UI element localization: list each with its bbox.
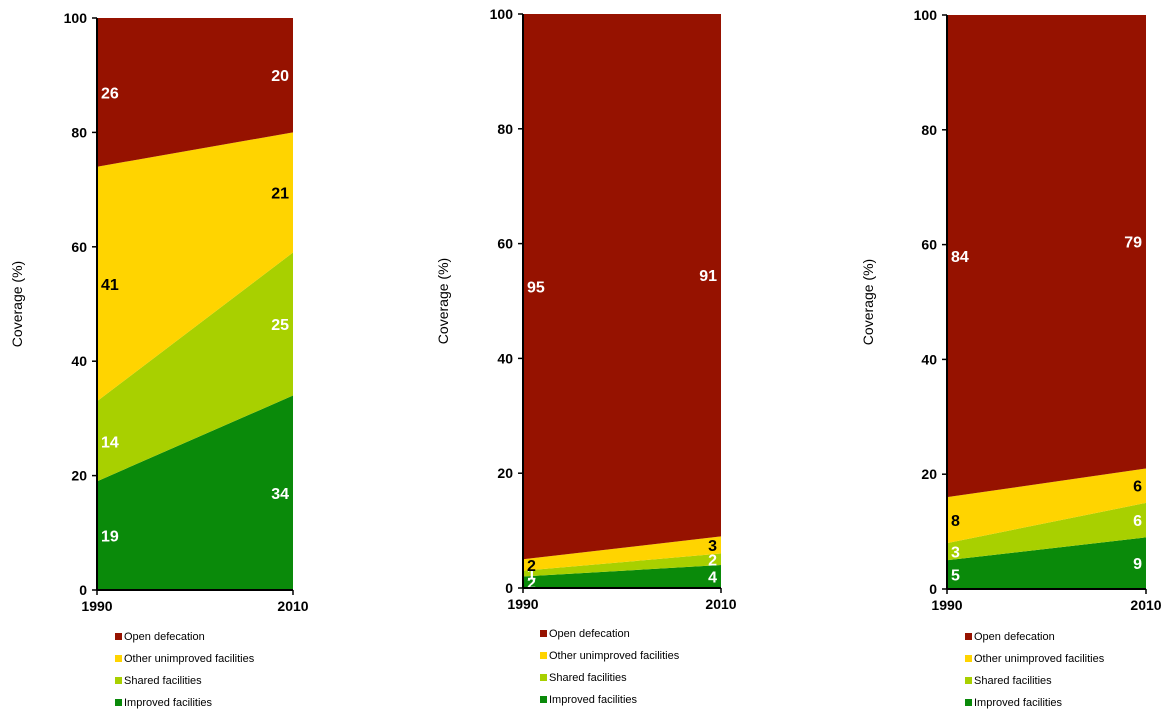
legend-swatch [965, 699, 972, 706]
legend-swatch [115, 633, 122, 640]
x-tick-label: 2010 [1130, 597, 1161, 613]
data-label: 3 [708, 538, 717, 555]
y-tick-label: 80 [71, 124, 87, 140]
chart-1: 19 34 14 25 41 21 26 20 0 20 40 60 80 100 1990 2010 Cove… [9, 10, 309, 709]
data-label: 4 [708, 570, 717, 587]
series-area [97, 395, 293, 590]
x-tick-label: 1990 [81, 598, 112, 614]
legend-entry: Improved facilities [124, 697, 213, 709]
legend-swatch [540, 696, 547, 703]
data-label: 26 [101, 85, 119, 102]
data-label: 19 [101, 529, 119, 546]
data-label: 91 [699, 268, 717, 285]
data-label: 6 [1133, 513, 1142, 530]
y-tick-label: 80 [497, 121, 513, 137]
legend-swatch [115, 655, 122, 662]
legend-entry: Improved facilities [974, 697, 1063, 709]
y-tick-label: 60 [921, 237, 937, 253]
series-area [947, 502, 1146, 561]
y-tick-label: 40 [497, 350, 513, 366]
y-axis-label: Coverage (%) [860, 259, 876, 345]
series-area [97, 252, 293, 482]
y-tick-label: 20 [71, 468, 87, 484]
legend-entry: Other unimproved facilities [974, 653, 1105, 665]
y-tick-label: 40 [921, 351, 937, 367]
data-label: 14 [101, 434, 119, 451]
data-label: 34 [271, 486, 289, 503]
data-label: 2 [527, 558, 536, 575]
data-label: 79 [1124, 235, 1142, 252]
data-label: 9 [1133, 556, 1142, 573]
legend-entry: Improved facilities [549, 694, 638, 706]
legend-entry: Other unimproved facilities [124, 653, 255, 665]
y-tick-label: 60 [71, 239, 87, 255]
legend-swatch [540, 652, 547, 659]
x-tick-label: 1990 [931, 597, 962, 613]
legend-swatch [965, 677, 972, 684]
data-label: 25 [271, 317, 289, 334]
chart-3: 5 9 3 6 8 6 84 79 0 20 40 60 80 100 1990 2010 Coverage (… [860, 7, 1162, 709]
y-tick-label: 20 [921, 466, 937, 482]
legend-swatch [115, 677, 122, 684]
series-area [97, 132, 293, 402]
legend-entry: Other unimproved facilities [549, 650, 680, 662]
y-tick-label: 100 [914, 7, 938, 23]
series-area [523, 536, 721, 571]
data-label: 21 [271, 185, 289, 202]
legend-swatch [540, 630, 547, 637]
y-tick-label: 80 [921, 122, 937, 138]
legend-entry: Shared facilities [549, 672, 627, 684]
legend: Open defecation Other unimproved faciliti… [540, 628, 680, 706]
data-label: 6 [1133, 479, 1142, 496]
y-axis-label: Coverage (%) [435, 258, 451, 344]
legend-swatch [965, 655, 972, 662]
legend-swatch [540, 674, 547, 681]
series-area [947, 468, 1146, 544]
data-label: 5 [951, 568, 960, 585]
series-area [947, 537, 1146, 589]
legend: Open defecation Other unimproved faciliti… [115, 631, 255, 709]
y-tick-label: 100 [490, 6, 514, 22]
legend-entry: Shared facilities [124, 675, 202, 687]
x-tick-label: 1990 [507, 596, 538, 612]
series-area [523, 553, 721, 577]
data-label: 95 [527, 280, 545, 297]
data-label: 1 [527, 567, 536, 584]
y-tick-label: 0 [505, 580, 513, 596]
x-tick-label: 2010 [277, 598, 308, 614]
data-label: 3 [951, 545, 960, 562]
series-area [523, 565, 721, 588]
x-tick-label: 2010 [705, 596, 736, 612]
y-tick-label: 0 [79, 582, 87, 598]
series-area [523, 14, 721, 560]
legend-swatch [965, 633, 972, 640]
legend-entry: Shared facilities [974, 675, 1052, 687]
data-label: 41 [101, 277, 119, 294]
y-tick-label: 100 [64, 10, 88, 26]
data-label: 8 [951, 513, 960, 530]
legend-entry: Open defecation [124, 631, 205, 643]
y-tick-label: 20 [497, 465, 513, 481]
data-label: 2 [708, 552, 717, 569]
data-label: 20 [271, 68, 289, 85]
data-label: 84 [951, 249, 969, 266]
legend-swatch [115, 699, 122, 706]
legend: Open defecation Other unimproved faciliti… [965, 631, 1105, 709]
y-tick-label: 60 [497, 236, 513, 252]
data-label: 2 [527, 575, 536, 592]
series-area [97, 18, 293, 167]
y-axis-label: Coverage (%) [9, 261, 25, 347]
legend-entry: Open defecation [549, 628, 630, 640]
y-tick-label: 0 [929, 581, 937, 597]
legend-entry: Open defecation [974, 631, 1055, 643]
series-area [947, 15, 1146, 498]
y-tick-label: 40 [71, 353, 87, 369]
